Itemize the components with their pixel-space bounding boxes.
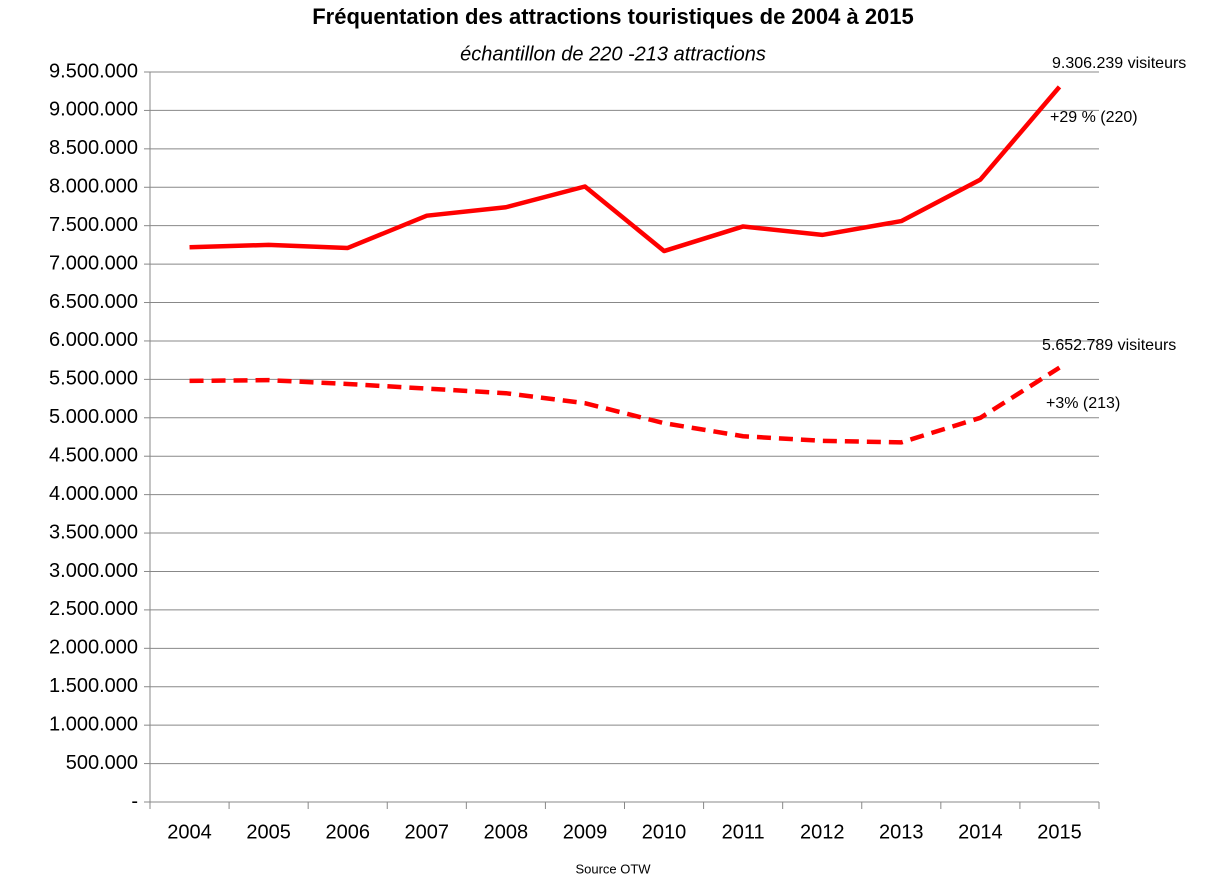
data-line (189, 365, 1061, 445)
x-tick-label: 2014 (958, 821, 1003, 843)
y-tick-label: 2.500.000 (49, 598, 138, 620)
y-tick-label: 2.000.000 (49, 637, 138, 659)
x-tick-label: 2009 (563, 821, 608, 843)
data-line (189, 85, 1062, 254)
y-tick-label: 5.500.000 (49, 368, 138, 390)
y-tick-label: 500.000 (66, 752, 138, 774)
annotation: +3% (213) (1046, 395, 1120, 412)
y-tick-label: 1.000.000 (49, 713, 138, 735)
y-tick-label: 9.500.000 (49, 60, 138, 82)
x-tick-label: 2004 (167, 821, 212, 843)
source-note: Source OTW (575, 861, 651, 876)
y-tick-label: 7.500.000 (49, 214, 138, 236)
y-tick-label: 5.000.000 (49, 406, 138, 428)
x-tick-label: 2011 (722, 821, 765, 843)
y-tick-label: 9.000.000 (49, 99, 138, 121)
y-tick-label: 7.000.000 (49, 252, 138, 274)
y-tick-label: 8.000.000 (49, 176, 138, 198)
x-tick-label: 2005 (246, 821, 291, 843)
x-tick-label: 2006 (325, 821, 370, 843)
x-tick-label: 2007 (405, 821, 450, 843)
y-tick-label: 8.500.000 (49, 137, 138, 159)
chart-subtitle: échantillon de 220 -213 attractions (460, 43, 766, 65)
x-tick-label: 2012 (800, 821, 845, 843)
annotation: +29 % (220) (1050, 109, 1138, 126)
y-tick-label: 4.500.000 (49, 444, 138, 466)
y-tick-label: 6.500.000 (49, 291, 138, 313)
y-tick-label: 3.000.000 (49, 560, 138, 582)
y-tick-label: 4.000.000 (49, 483, 138, 505)
x-tick-label: 2015 (1037, 821, 1082, 843)
annotation: 9.306.239 visiteurs (1052, 55, 1186, 72)
y-tick-label: 3.500.000 (49, 521, 138, 543)
y-tick-label: 1.500.000 (49, 675, 138, 697)
x-tick-label: 2013 (879, 821, 924, 843)
y-tick-label: - (131, 790, 138, 812)
y-tick-label: 6.000.000 (49, 329, 138, 351)
x-tick-label: 2008 (484, 821, 529, 843)
x-tick-label: 2010 (642, 821, 687, 843)
annotation: 5.652.789 visiteurs (1042, 337, 1176, 354)
chart-title: Fréquentation des attractions touristiqu… (312, 4, 914, 29)
